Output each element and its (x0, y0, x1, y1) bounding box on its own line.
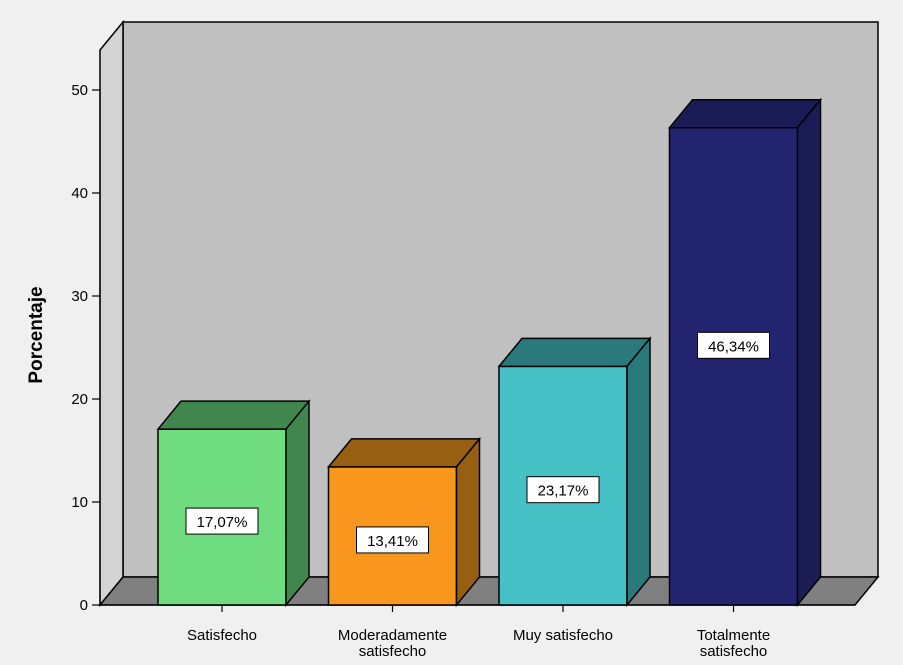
bar-front (668, 126, 799, 606)
y-tick-label: 10 (71, 494, 88, 511)
bar-side (455, 436, 481, 608)
x-tick-label: Satisfecho (187, 627, 257, 644)
data-label-box (356, 526, 429, 554)
bar-side (796, 97, 822, 608)
data-label-box (697, 331, 770, 359)
bar-side (626, 336, 651, 608)
data-label: 17,07% (197, 514, 248, 531)
y-tick-label: 50 (71, 82, 88, 99)
data-label-box (526, 476, 600, 504)
bar-top (156, 400, 311, 430)
y-tick-label: 40 (71, 185, 88, 202)
bar-side (285, 399, 310, 608)
plot-left-wall (99, 19, 124, 608)
data-label: 13,41% (367, 533, 418, 550)
data-label-box (185, 507, 259, 535)
x-tick-label: Totalmente (697, 627, 770, 644)
bar-top (667, 98, 823, 129)
data-label: 46,34% (708, 338, 759, 355)
x-tick-label: Moderadamente (338, 627, 447, 644)
bar-top (326, 438, 482, 468)
y-axis-title: Porcentaje (26, 286, 47, 383)
bar-top (497, 337, 652, 368)
x-tick-label: Muy satisfecho (513, 627, 613, 644)
y-tick-label: 0 (80, 597, 88, 614)
data-label: 23,17% (538, 483, 589, 500)
x-tick-label: satisfecho (359, 643, 427, 660)
x-tick-label: satisfecho (700, 643, 768, 660)
y-tick-label: 20 (71, 391, 88, 408)
y-tick-label: 30 (71, 288, 88, 305)
